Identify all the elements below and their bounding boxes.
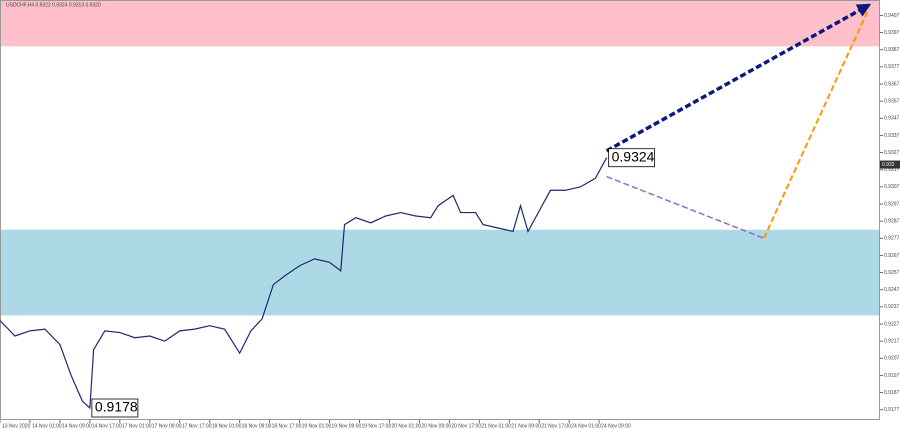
y-tick-label: 0.9277 (884, 236, 900, 242)
y-tick-label: 0.9337 (884, 133, 900, 139)
x-tick-label: 21 Nov 09:00 (511, 423, 541, 429)
annotation-box (608, 148, 656, 168)
x-tick-label: 14 Nov 09:00 (62, 423, 92, 429)
y-tick-label: 0.9397 (884, 30, 900, 36)
x-tick-label: 19 Nov 17:00 (361, 423, 391, 429)
x-tick-label: 13 Nov 2020 (2, 423, 31, 429)
annotation-box (91, 398, 139, 418)
x-tick-label: 20 Nov 09:00 (421, 423, 451, 429)
y-tick-label: 0.9367 (884, 81, 900, 87)
y-tick-label: 0.9187 (884, 390, 900, 396)
x-tick-label: 17 Nov 01:00 (122, 423, 152, 429)
y-tick-label: 0.9177 (884, 407, 900, 413)
y-tick-label: 0.9317 (884, 167, 900, 173)
wave-arrow (605, 3, 872, 153)
chart-title: USDCHF,H4 0.9322 0.9324 0.9313 0.9320 (6, 2, 101, 8)
y-tick-label: 0.9327 (884, 150, 900, 156)
y-tick-label: 0.9387 (884, 47, 900, 53)
y-tick-label: 0.9287 (884, 218, 900, 224)
x-tick-label: 18 Nov 17:00 (272, 423, 302, 429)
x-tick-label: 17 Nov 09:00 (152, 423, 182, 429)
x-tick-label: 21 Nov 01:00 (481, 423, 511, 429)
x-tick-label: 14 Nov 17:00 (92, 423, 122, 429)
zone (0, 229, 880, 316)
zone (0, 0, 880, 47)
x-tick-label: 17 Nov 17:00 (182, 423, 212, 429)
y-tick-label: 0.9217 (884, 338, 900, 344)
annotation: 0.9324 (612, 148, 655, 164)
y-tick-label: 0.9267 (884, 253, 900, 259)
x-tick-label: 24 Nov 09:00 (601, 423, 631, 429)
x-tick-label: 18 Nov 09:00 (242, 423, 272, 429)
x-tick-label: 20 Nov 17:00 (451, 423, 481, 429)
y-tick-label: 0.9297 (884, 201, 900, 207)
annotation: 0.9178 (95, 399, 138, 415)
y-tick-label: 0.9377 (884, 64, 900, 70)
x-tick-label: 24 Nov 01:00 (571, 423, 601, 429)
price-marker-label: 0.932 (882, 162, 895, 168)
y-tick-label: 0.9257 (884, 270, 900, 276)
y-tick-label: 0.9347 (884, 116, 900, 122)
y-tick-label: 0.9357 (884, 98, 900, 104)
y-tick-label: 0.9207 (884, 356, 900, 362)
y-tick-label: 0.9247 (884, 287, 900, 293)
y-tick-label: 0.9237 (884, 304, 900, 310)
x-tick-label: 14 Nov 01:00 (32, 423, 62, 429)
y-tick-label: 0.9407 (884, 13, 900, 19)
x-tick-label: 20 Nov 01:00 (391, 423, 421, 429)
x-tick-label: 19 Nov 09:00 (332, 423, 362, 429)
x-tick-label: 19 Nov 01:00 (302, 423, 332, 429)
x-tick-label: 21 Nov 17:00 (541, 423, 571, 429)
x-tick-label: 18 Nov 01:00 (212, 423, 242, 429)
y-tick-label: 0.9227 (884, 321, 900, 327)
plot-frame (0, 0, 880, 420)
wave-arrow (763, 8, 870, 239)
wave-arrow (606, 175, 765, 239)
y-tick-label: 0.9307 (884, 184, 900, 190)
price-marker (880, 160, 900, 169)
y-tick-label: 0.9197 (884, 373, 900, 379)
price-line (0, 157, 608, 410)
